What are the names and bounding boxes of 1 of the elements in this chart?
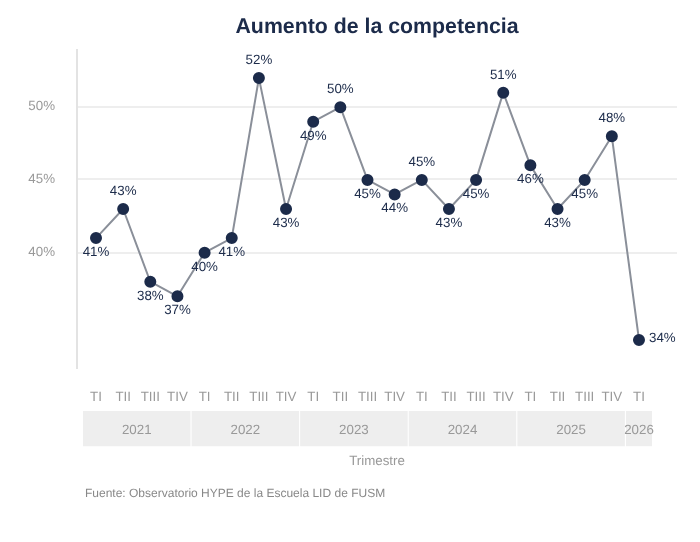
chart-title: Aumento de la competencia xyxy=(235,15,519,39)
